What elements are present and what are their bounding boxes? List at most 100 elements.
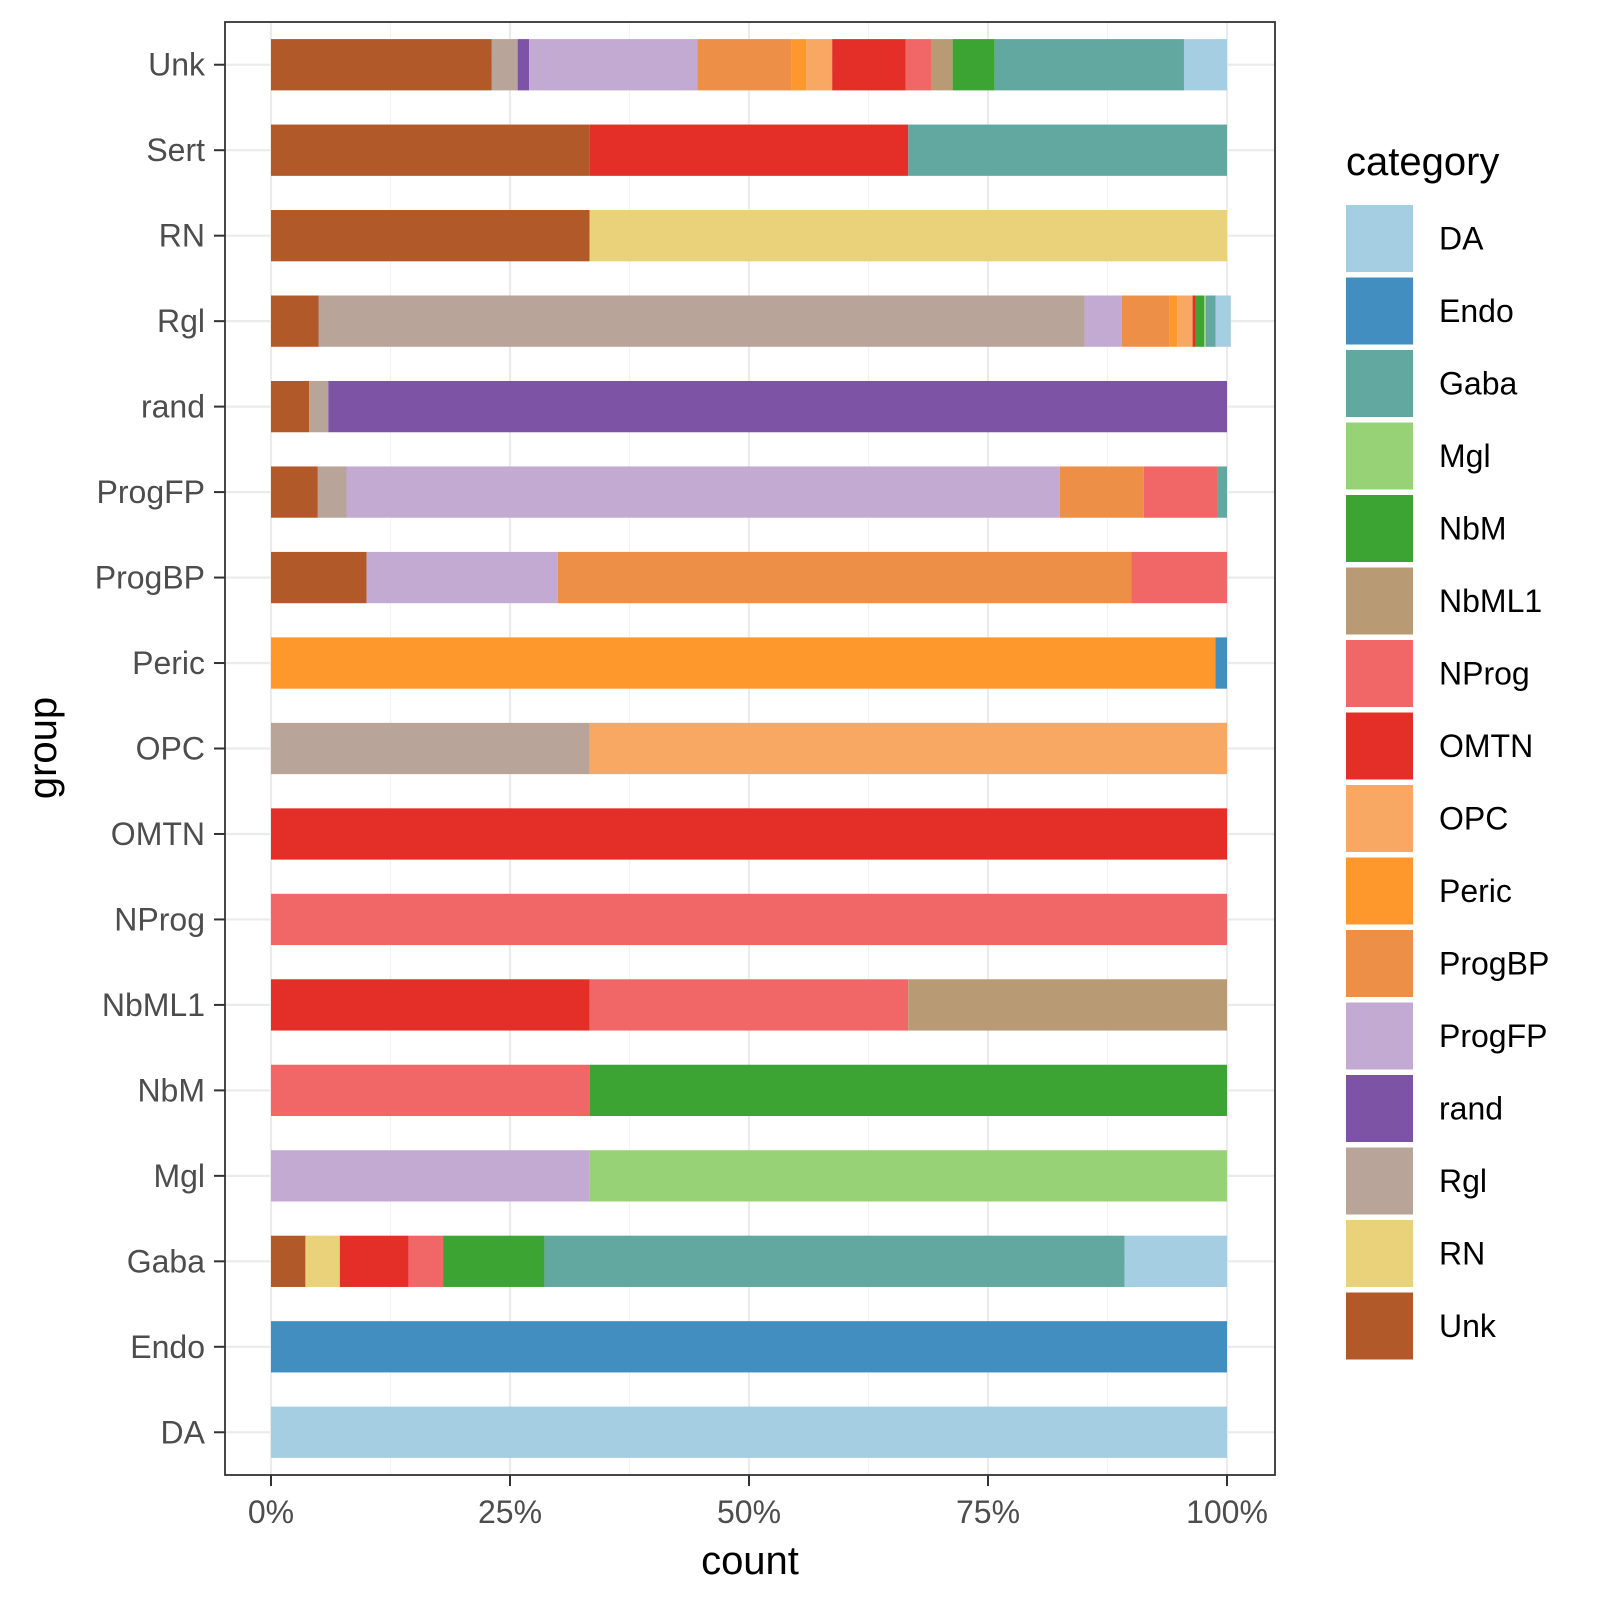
legend-item: RN (1346, 1220, 1485, 1287)
bar-segment (589, 722, 1227, 775)
bar-segment (1217, 466, 1227, 518)
bar-segment (544, 1235, 1125, 1287)
bar-group-Unk (271, 39, 1227, 91)
legend-key (1346, 495, 1413, 562)
bar-segment (271, 466, 318, 518)
bar-group-Peric (271, 637, 1227, 689)
bar-group-OMTN (271, 808, 1227, 860)
bar-group-Sert (271, 124, 1227, 176)
bar-segment (1143, 466, 1218, 518)
legend-key (1346, 350, 1413, 417)
bar-segment (271, 1321, 1227, 1373)
bar-group-Gaba (271, 1235, 1227, 1287)
legend-key (1346, 930, 1413, 997)
y-tick-label: Unk (148, 47, 206, 83)
bar-segment (271, 295, 319, 347)
bar-group-NbM (271, 1064, 1227, 1117)
x-tick-label: 100% (1186, 1494, 1268, 1530)
bar-segment (905, 39, 932, 91)
legend-item: ProgBP (1346, 930, 1549, 997)
y-tick-label: NbML1 (102, 987, 205, 1023)
bar-segment (1183, 39, 1227, 91)
legend-item: ProgFP (1346, 1002, 1547, 1070)
bar-segment (1195, 295, 1205, 347)
bar-segment (1084, 295, 1122, 347)
legend-label: Unk (1439, 1308, 1497, 1344)
bar-segment (271, 979, 590, 1031)
legend-label: OPC (1439, 801, 1508, 837)
legend-key (1346, 205, 1413, 272)
bar-group-Rgl (271, 295, 1231, 347)
bar-segment (271, 210, 590, 262)
legend-label: NbM (1439, 511, 1507, 547)
bar-group-ProgBP (271, 551, 1227, 604)
legend-item: NbM (1346, 495, 1507, 562)
bar-segment (271, 380, 310, 433)
legend-label: DA (1439, 221, 1484, 257)
y-tick-label: NProg (114, 901, 205, 937)
legend-key (1346, 277, 1413, 345)
bar-segment (271, 1406, 1227, 1458)
y-axis-title: group (21, 697, 65, 799)
legend-label: NbML1 (1439, 583, 1542, 619)
bar-segment (271, 808, 1227, 860)
bar-segment (271, 39, 492, 91)
legend-label: ProgFP (1439, 1018, 1547, 1054)
legend-label: Endo (1439, 293, 1514, 329)
bars (271, 39, 1231, 1458)
legend-item: Endo (1346, 277, 1514, 345)
bar-segment (1204, 295, 1206, 347)
bar-segment (271, 1150, 590, 1202)
x-axis-title: count (701, 1539, 799, 1583)
legend-key (1346, 857, 1413, 925)
bar-segment (517, 39, 530, 91)
legend-key (1346, 1002, 1413, 1070)
legend-key (1346, 640, 1413, 707)
bar-segment (271, 893, 1227, 946)
x-tick-label: 25% (478, 1494, 542, 1530)
bar-segment (1177, 295, 1193, 347)
legend-label: ProgBP (1439, 946, 1549, 982)
y-axis: DA Endo Gaba Mgl NbM NbML1 NProg OMTN OPC Peric Pr… (95, 47, 225, 1450)
x-axis: 0% 25% 50% 75% 100% (248, 1475, 1268, 1530)
bar-segment (443, 1235, 545, 1287)
legend-key (1346, 1075, 1413, 1142)
y-tick-label: Mgl (153, 1158, 205, 1194)
legend-label: Mgl (1439, 438, 1491, 474)
legend-item: Unk (1346, 1292, 1497, 1360)
x-tick-label: 75% (956, 1494, 1020, 1530)
legend-label: Gaba (1439, 366, 1517, 402)
bar-segment (994, 39, 1184, 91)
bar-segment (271, 722, 590, 775)
legend-item: rand (1346, 1075, 1503, 1142)
bar-segment (271, 1235, 306, 1287)
bar-segment (697, 39, 792, 91)
legend-label: NProg (1439, 656, 1530, 692)
bar-segment (366, 551, 558, 604)
bar-segment (589, 979, 909, 1031)
bar-segment (1192, 295, 1196, 347)
legend-key (1346, 1292, 1413, 1360)
legend-item: Gaba (1346, 350, 1517, 417)
bar-group-OPC (271, 722, 1227, 775)
y-tick-label: OPC (136, 731, 205, 767)
bar-group-NProg (271, 893, 1227, 946)
y-tick-label: OMTN (111, 816, 205, 852)
bar-segment (346, 466, 1060, 518)
bar-segment (1124, 1235, 1227, 1287)
legend-key (1346, 567, 1413, 635)
legend-item: Peric (1346, 857, 1512, 925)
x-tick-label: 50% (717, 1494, 781, 1530)
y-tick-label: RN (159, 218, 205, 254)
legend: category DA Endo Gaba Mgl NbM NbML1 NProg OMTN O… (1346, 140, 1549, 1360)
bar-segment (952, 39, 995, 91)
bar-segment (339, 1235, 409, 1287)
bar-group-RN (271, 210, 1227, 262)
bar-segment (491, 39, 518, 91)
bar-group-Endo (271, 1321, 1227, 1373)
y-tick-label: DA (161, 1414, 206, 1450)
y-tick-label: Gaba (127, 1243, 205, 1279)
bar-segment (271, 551, 367, 604)
bar-segment (1205, 295, 1216, 347)
